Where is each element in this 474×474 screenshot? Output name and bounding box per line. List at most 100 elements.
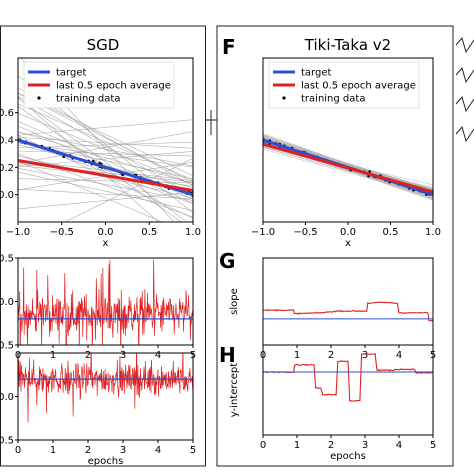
plot-5: 0 1 2 3 4 5 epochs y-intercept xyxy=(229,344,436,462)
x-tick-label: 3 xyxy=(120,445,126,456)
y-tick-label: 0.0 xyxy=(0,392,14,403)
model-sample-line xyxy=(18,155,193,199)
axes-frame xyxy=(17,352,194,441)
noisy-trace xyxy=(18,259,193,345)
model-sample-line xyxy=(18,95,193,197)
plot-0: target last 0.5 epoch average training dat… xyxy=(0,57,201,249)
legend-label: target xyxy=(56,68,86,79)
x-tick-label: 5 xyxy=(430,440,436,451)
model-sample-line xyxy=(18,131,193,184)
model-sample-line xyxy=(18,119,193,136)
x-tick-label: 3 xyxy=(362,350,368,361)
x-tick-label: 0.0 xyxy=(98,227,114,238)
x-tick-label: 3 xyxy=(362,440,368,451)
x-tick-label: −1.0 xyxy=(251,227,275,238)
y-axis-label: y-intercept xyxy=(229,363,240,417)
axes-frame xyxy=(262,257,434,346)
model-sample-line xyxy=(18,171,193,211)
y-tick-label: 0.2 xyxy=(0,163,14,174)
x-tick-label: 4 xyxy=(396,440,402,451)
x-tick-label: 3 xyxy=(120,350,126,361)
x-tick-label: 2 xyxy=(85,350,91,361)
noisy-trace xyxy=(18,353,193,423)
x-tick-label: 2 xyxy=(328,350,334,361)
plot-area xyxy=(263,301,433,322)
right-panel-frame xyxy=(216,25,454,467)
average-line xyxy=(263,142,433,194)
plot-area xyxy=(263,352,433,402)
legend-label: last 0.5 epoch average xyxy=(301,81,416,92)
x-tick-label: 0.0 xyxy=(340,227,356,238)
training-data-point xyxy=(368,170,371,173)
x-tick-label: −1.0 xyxy=(6,227,30,238)
x-tick-label: 0.5 xyxy=(141,227,157,238)
model-sample-line xyxy=(18,160,164,222)
plot-area xyxy=(18,259,193,345)
x-tick-label: 0 xyxy=(15,445,21,456)
model-sample-line xyxy=(64,157,193,222)
x-axis-label: epochs xyxy=(88,456,124,467)
training-data-point xyxy=(98,161,102,165)
model-sample-line xyxy=(263,137,433,190)
x-axis-label: x xyxy=(103,238,109,249)
x-tick-label: 0 xyxy=(260,440,266,451)
legend: target last 0.5 epoch average training dat… xyxy=(268,61,420,109)
y-tick-label: 0.5 xyxy=(0,436,14,447)
x-tick-label: 4 xyxy=(155,350,161,361)
x-axis-label: epochs xyxy=(330,451,366,462)
x-tick-label: 1 xyxy=(50,445,56,456)
x-axis-label: x xyxy=(345,238,351,249)
model-sample-line xyxy=(18,125,193,204)
y-tick-label: 0.4 xyxy=(0,136,14,147)
x-tick-label: 1.0 xyxy=(425,227,441,238)
tikitaka-title: Tiki-Taka v2 xyxy=(304,36,391,54)
y-axis-label: slope xyxy=(229,288,240,315)
parameter-trace xyxy=(263,301,433,322)
model-sample-line xyxy=(18,131,193,164)
panel-label-h: H xyxy=(219,343,236,367)
model-sample-line xyxy=(18,97,188,222)
plot-area xyxy=(18,58,193,222)
legend-label: target xyxy=(301,68,331,79)
y-tick-label: 0.6 xyxy=(0,108,14,119)
parameter-trace xyxy=(263,352,433,402)
model-sample-line xyxy=(18,142,193,168)
plot-area xyxy=(18,353,193,423)
panel-label-f: F xyxy=(222,35,236,59)
x-tick-label: 1.0 xyxy=(185,227,201,238)
model-sample-line xyxy=(18,188,193,200)
y-tick-label: 0.0 xyxy=(0,297,14,308)
x-tick-label: 5 xyxy=(190,445,196,456)
x-tick-label: 0.5 xyxy=(383,227,399,238)
legend-label: training data xyxy=(56,94,120,105)
x-tick-label: 4 xyxy=(155,445,161,456)
model-sample-line xyxy=(18,191,193,210)
legend-marker xyxy=(282,96,286,100)
sgd-title: SGD xyxy=(87,36,120,54)
model-sample-line xyxy=(263,148,433,197)
legend: target last 0.5 epoch average training dat… xyxy=(23,61,175,109)
x-tick-label: 1 xyxy=(294,440,300,451)
right-edge-glyphs xyxy=(455,36,474,143)
x-tick-label: 2 xyxy=(85,445,91,456)
model-sample-line xyxy=(18,137,193,149)
legend-box xyxy=(268,61,420,109)
model-sample-line xyxy=(18,159,193,181)
y-tick-label: 0.0 xyxy=(0,190,14,201)
x-tick-label: −0.5 xyxy=(293,227,317,238)
x-tick-label: 2 xyxy=(328,440,334,451)
left-panel-frame xyxy=(0,25,206,467)
y-tick-label: 0.5 xyxy=(0,254,14,265)
legend-label: last 0.5 epoch average xyxy=(56,81,171,92)
model-sample-line xyxy=(18,139,193,205)
legend-marker xyxy=(37,96,41,100)
x-tick-label: 1 xyxy=(294,350,300,361)
plot-area xyxy=(263,133,433,201)
x-tick-label: 1 xyxy=(50,350,56,361)
plot-3: target last 0.5 epoch average training dat… xyxy=(251,57,441,249)
y-tick-label: 0.5 xyxy=(0,341,14,352)
x-tick-label: 4 xyxy=(396,350,402,361)
legend-label: training data xyxy=(301,94,365,105)
